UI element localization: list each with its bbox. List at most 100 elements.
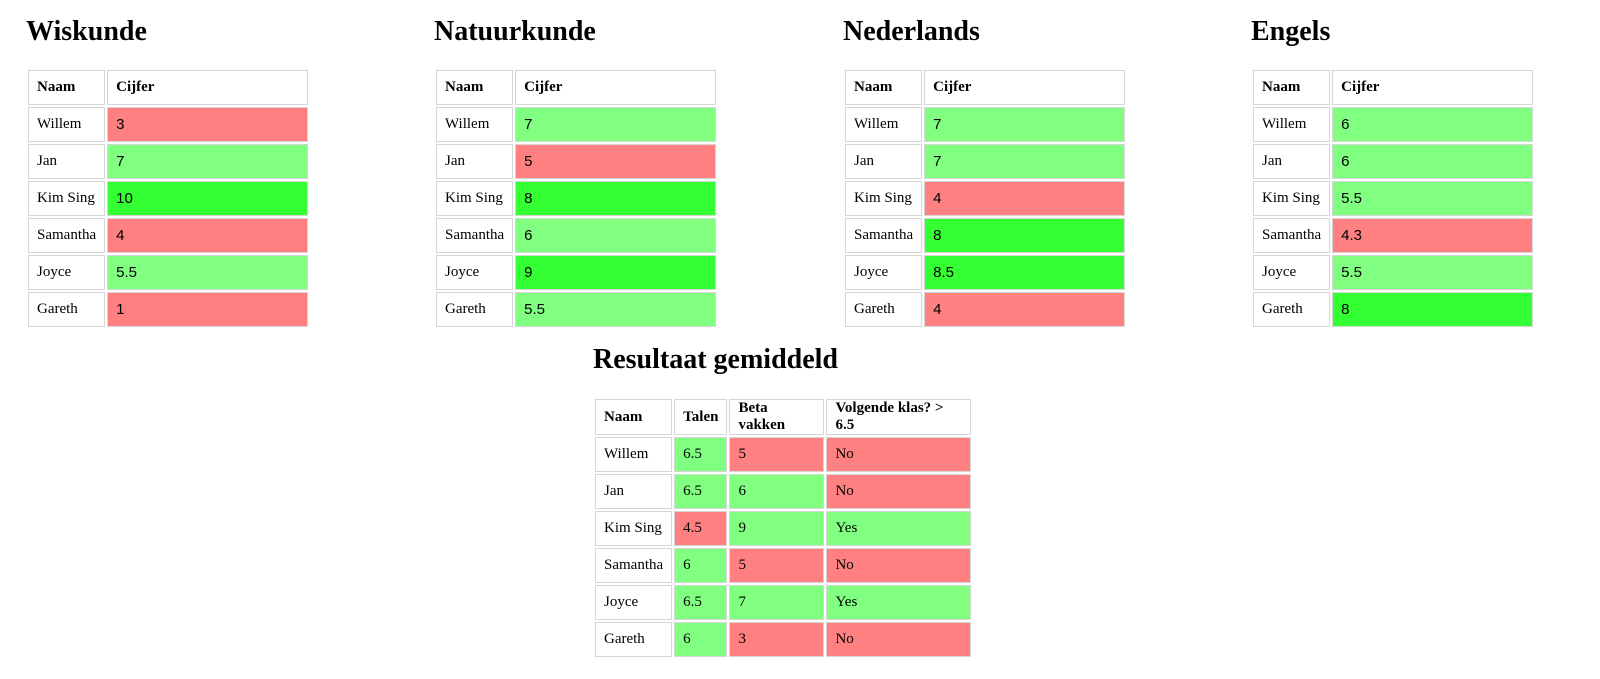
student-name: Willem [28, 107, 106, 142]
result-title: Resultaat gemiddeld [593, 344, 838, 375]
student-name: Willem [1253, 107, 1331, 142]
subject-section-nederlands: Nederlands [843, 16, 980, 48]
student-name: Kim Sing [595, 511, 673, 546]
student-name: Joyce [845, 255, 923, 290]
beta-cell: 5 [729, 437, 825, 472]
talen-cell: 6.5 [674, 437, 728, 472]
subject-section-engels: Engels [1251, 16, 1330, 48]
table-row: Kim Sing 4.5 9 Yes [595, 511, 972, 546]
next-class-cell: No [826, 474, 972, 509]
subject-title: Natuurkunde [434, 16, 596, 47]
subject-section-wiskunde: Wiskunde [26, 16, 147, 48]
subject-title: Nederlands [843, 16, 980, 47]
table-header-row: Naam Cijfer [845, 70, 1126, 105]
grade-cell: 1 [107, 292, 309, 327]
subject-title: Engels [1251, 16, 1331, 47]
table-row: Kim Sing 4 [845, 181, 1126, 216]
beta-cell: 9 [729, 511, 825, 546]
grade-cell: 5.5 [107, 255, 309, 290]
student-name: Jan [595, 474, 673, 509]
table-row: Willem 7 [845, 107, 1126, 142]
grade-cell: 10 [107, 181, 309, 216]
next-class-cell: No [826, 548, 972, 583]
table-row: Jan 6.5 6 No [595, 474, 972, 509]
table-row: Gareth 6 3 No [595, 622, 972, 657]
student-name: Jan [436, 144, 514, 179]
talen-cell: 6.5 [674, 585, 728, 620]
table-row: Jan 5 [436, 144, 717, 179]
table-row: Joyce 6.5 7 Yes [595, 585, 972, 620]
grade-cell: 7 [515, 107, 717, 142]
grades-table-nederlands: Naam Cijfer Willem 7 Jan 7 Kim Sing 4 Sa… [843, 68, 1127, 329]
table-row: Jan 7 [845, 144, 1126, 179]
beta-cell: 7 [729, 585, 825, 620]
talen-cell: 6 [674, 622, 728, 657]
grade-cell: 9 [515, 255, 717, 290]
next-class-cell: No [826, 622, 972, 657]
col-header-naam: Naam [1253, 70, 1331, 105]
student-name: Samantha [1253, 218, 1331, 253]
table-row: Gareth 1 [28, 292, 309, 327]
result-header-row: Naam Talen Beta vakken Volgende klas? > … [595, 399, 972, 435]
grades-table-engels: Naam Cijfer Willem 6 Jan 6 Kim Sing 5.5 … [1251, 68, 1535, 329]
result-table: Naam Talen Beta vakken Volgende klas? > … [593, 397, 973, 659]
col-header-talen: Talen [674, 399, 728, 435]
student-name: Kim Sing [436, 181, 514, 216]
grade-cell: 8 [924, 218, 1126, 253]
grade-cell: 5 [515, 144, 717, 179]
col-header-cijfer: Cijfer [1332, 70, 1534, 105]
grade-cell: 5.5 [1332, 255, 1534, 290]
student-name: Joyce [436, 255, 514, 290]
table-row: Joyce 9 [436, 255, 717, 290]
student-name: Willem [595, 437, 673, 472]
next-class-cell: Yes [826, 511, 972, 546]
grade-cell: 7 [924, 107, 1126, 142]
student-name: Kim Sing [845, 181, 923, 216]
grade-cell: 6 [1332, 144, 1534, 179]
student-name: Kim Sing [1253, 181, 1331, 216]
table-row: Willem 6.5 5 No [595, 437, 972, 472]
table-row: Willem 7 [436, 107, 717, 142]
talen-cell: 4.5 [674, 511, 728, 546]
table-row: Gareth 8 [1253, 292, 1534, 327]
student-name: Joyce [1253, 255, 1331, 290]
grades-table-natuurkunde: Naam Cijfer Willem 7 Jan 5 Kim Sing 8 Sa… [434, 68, 718, 329]
table-row: Kim Sing 8 [436, 181, 717, 216]
table-row: Jan 7 [28, 144, 309, 179]
col-header-cijfer: Cijfer [924, 70, 1126, 105]
grade-cell: 4.3 [1332, 218, 1534, 253]
student-name: Kim Sing [28, 181, 106, 216]
student-name: Samantha [436, 218, 514, 253]
student-name: Jan [1253, 144, 1331, 179]
grade-cell: 5.5 [1332, 181, 1534, 216]
table-row: Kim Sing 10 [28, 181, 309, 216]
student-name: Joyce [28, 255, 106, 290]
table-row: Willem 3 [28, 107, 309, 142]
table-row: Joyce 5.5 [28, 255, 309, 290]
grade-cell: 8 [515, 181, 717, 216]
student-name: Willem [436, 107, 514, 142]
col-header-beta-vakken: Beta vakken [729, 399, 825, 435]
grade-cell: 7 [107, 144, 309, 179]
student-name: Samantha [28, 218, 106, 253]
col-header-cijfer: Cijfer [515, 70, 717, 105]
grade-cell: 8.5 [924, 255, 1126, 290]
table-row: Willem 6 [1253, 107, 1534, 142]
col-header-naam: Naam [436, 70, 514, 105]
beta-cell: 3 [729, 622, 825, 657]
next-class-cell: No [826, 437, 972, 472]
result-section: Resultaat gemiddeld [593, 344, 838, 376]
table-row: Gareth 5.5 [436, 292, 717, 327]
student-name: Jan [28, 144, 106, 179]
table-row: Joyce 8.5 [845, 255, 1126, 290]
talen-cell: 6.5 [674, 474, 728, 509]
student-name: Jan [845, 144, 923, 179]
table-row: Jan 6 [1253, 144, 1534, 179]
col-header-naam: Naam [28, 70, 106, 105]
student-name: Gareth [436, 292, 514, 327]
student-name: Gareth [1253, 292, 1331, 327]
subject-section-natuurkunde: Natuurkunde [434, 16, 596, 48]
col-header-cijfer: Cijfer [107, 70, 309, 105]
table-row: Gareth 4 [845, 292, 1126, 327]
table-row: Samantha 4.3 [1253, 218, 1534, 253]
